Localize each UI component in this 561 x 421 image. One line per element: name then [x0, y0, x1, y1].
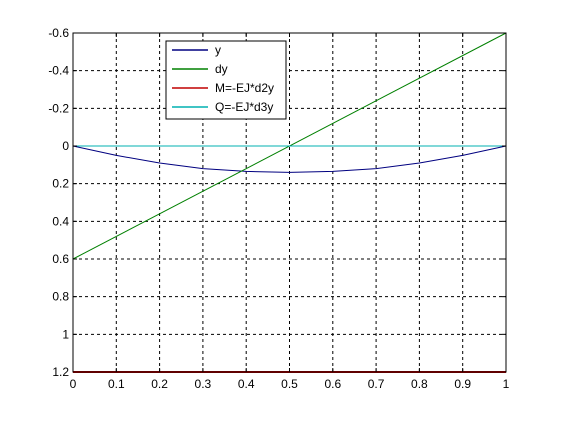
x-tick-label: 0.9 [454, 377, 471, 391]
axis-ticks: 0 0.1 0.2 0.3 0.4 0.5 0.6 0.7 0.8 0.9 1 -0.6 -0.4 -0.… [48, 26, 509, 391]
y-tick-label: 1 [62, 327, 69, 341]
y-tick-label: 1.2 [52, 365, 69, 379]
x-tick-label: 0.2 [151, 377, 168, 391]
x-tick-label: 0.3 [195, 377, 212, 391]
x-tick-label: 0.7 [368, 377, 385, 391]
x-tick-label: 0 [70, 377, 77, 391]
x-tick-label: 0.5 [281, 377, 298, 391]
series-line-0 [72, 145, 507, 173]
x-tick-label: 0.8 [411, 377, 428, 391]
y-tick-label: 0.6 [52, 252, 69, 266]
x-tick-label: 0.1 [108, 377, 125, 391]
legend: y dy M=-EJ*d2y Q=-EJ*d3y [165, 40, 287, 120]
legend-label: dy [215, 62, 228, 76]
legend-label: M=-EJ*d2y [215, 81, 274, 95]
x-tick-label: 0.6 [324, 377, 341, 391]
legend-box [165, 40, 287, 120]
legend-label: Q=-EJ*d3y [215, 100, 273, 114]
y-tick-label: 0.8 [52, 290, 69, 304]
y-tick-label: 0.4 [52, 214, 69, 228]
x-tick-label: 1 [503, 377, 510, 391]
y-tick-label: 0 [62, 139, 69, 153]
y-tick-label: -0.2 [48, 101, 69, 115]
y-tick-label: -0.4 [48, 64, 69, 78]
y-tick-label: 0.2 [52, 177, 69, 191]
y-tick-label: -0.6 [48, 26, 69, 40]
legend-label: y [215, 43, 221, 57]
x-tick-label: 0.4 [238, 377, 255, 391]
